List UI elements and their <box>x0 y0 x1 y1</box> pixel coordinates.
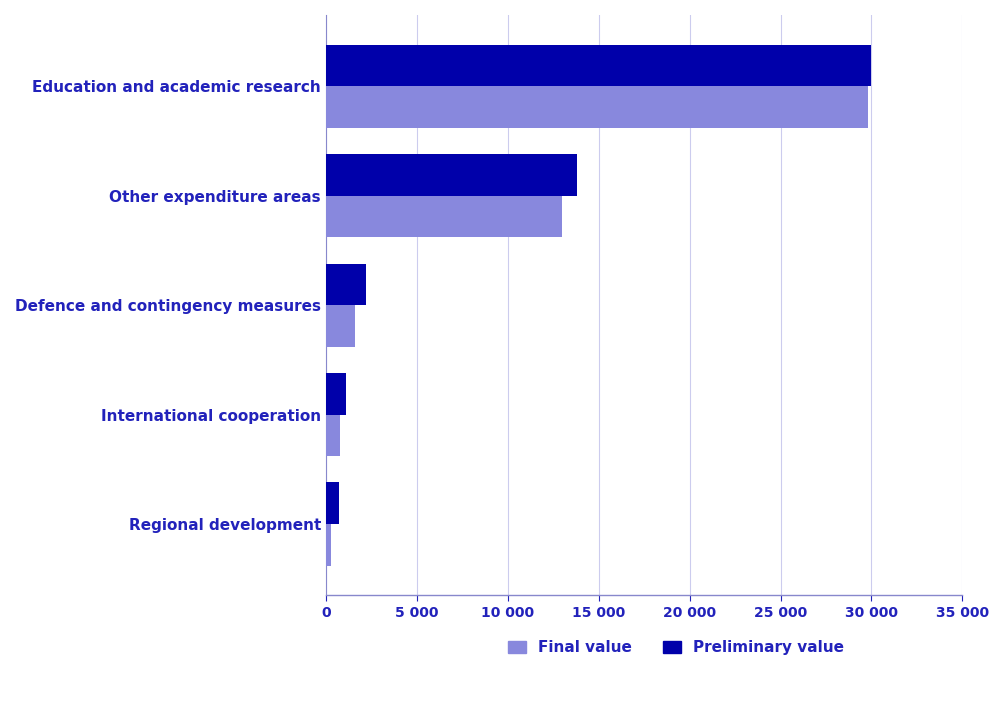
Bar <box>326 482 338 524</box>
Legend: Final value, Preliminary value: Final value, Preliminary value <box>499 632 851 663</box>
Bar <box>326 264 365 305</box>
Bar <box>326 45 871 86</box>
Bar <box>326 196 562 238</box>
Bar <box>326 86 867 128</box>
Bar <box>326 415 340 456</box>
Bar <box>326 373 345 415</box>
Bar <box>326 305 355 347</box>
Bar <box>326 154 577 196</box>
Bar <box>326 524 331 566</box>
